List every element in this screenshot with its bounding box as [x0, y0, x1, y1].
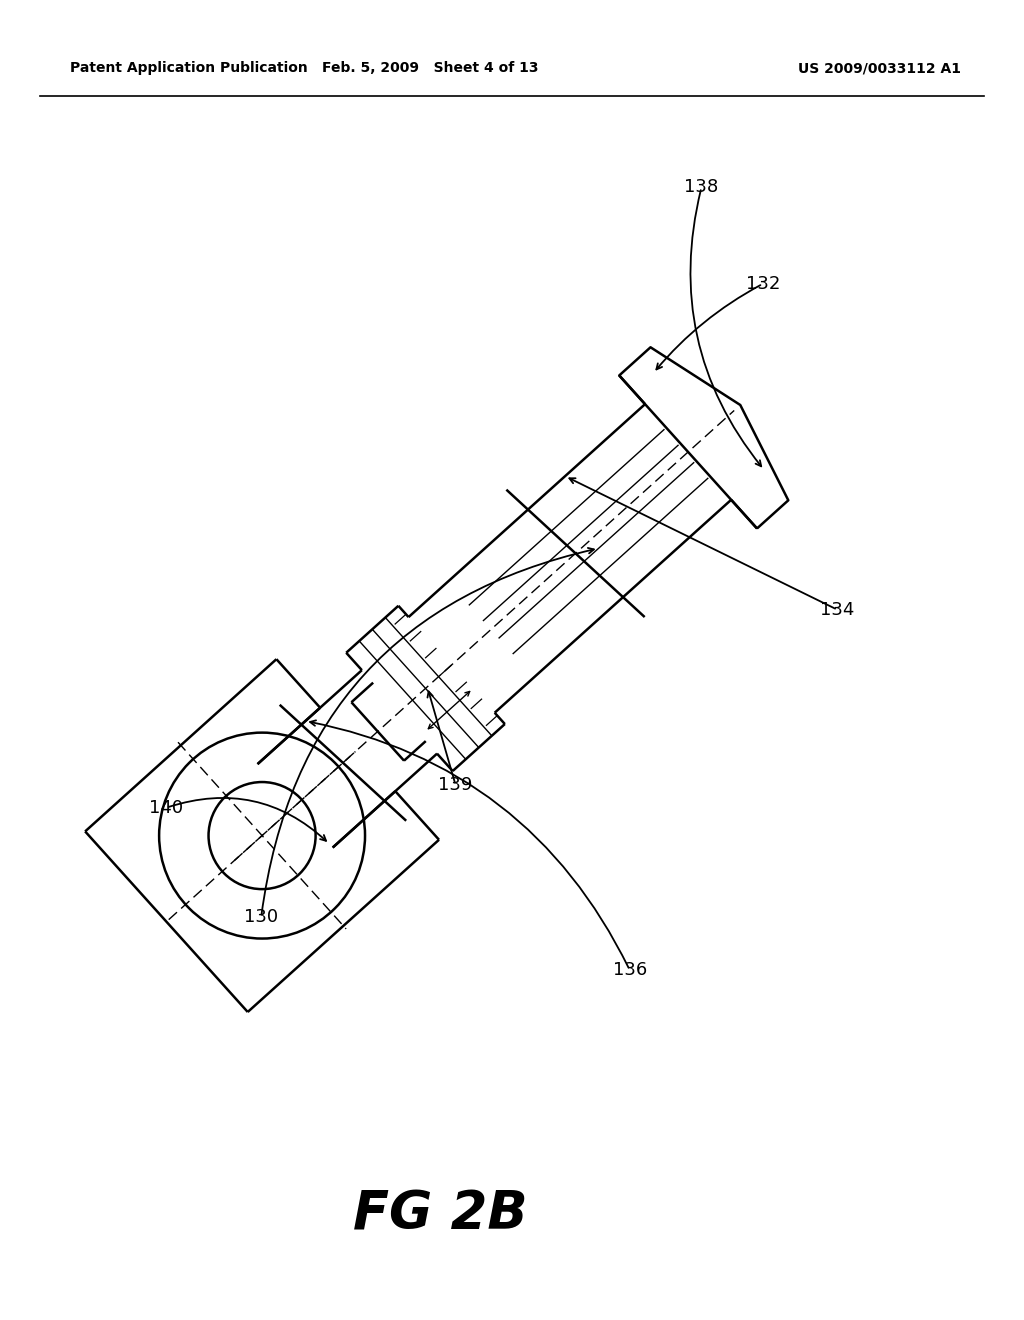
Text: 136: 136: [612, 961, 647, 979]
Text: Patent Application Publication: Patent Application Publication: [70, 61, 308, 75]
Text: FG 2B: FG 2B: [352, 1189, 527, 1241]
Text: Feb. 5, 2009   Sheet 4 of 13: Feb. 5, 2009 Sheet 4 of 13: [322, 61, 539, 75]
Text: 134: 134: [820, 601, 855, 619]
Text: 130: 130: [244, 908, 279, 927]
Text: 139: 139: [438, 776, 473, 795]
Text: 138: 138: [684, 178, 719, 197]
Text: US 2009/0033112 A1: US 2009/0033112 A1: [799, 61, 962, 75]
Text: 140: 140: [148, 799, 183, 817]
Text: 132: 132: [745, 275, 780, 293]
